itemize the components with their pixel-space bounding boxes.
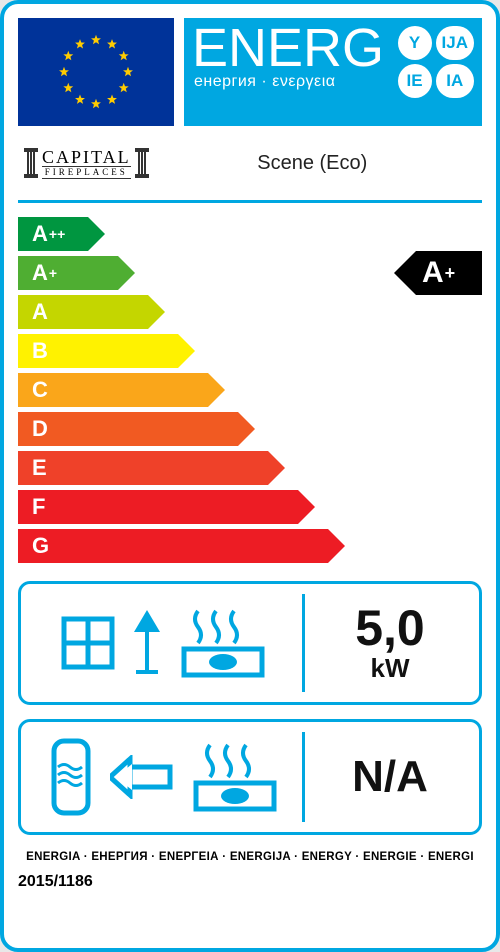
- class-label: F: [18, 490, 298, 524]
- eu-flag: [18, 18, 174, 126]
- lang-badge: IJA: [436, 26, 474, 60]
- class-label: C: [18, 373, 208, 407]
- direct-heat-unit: kW: [315, 653, 465, 684]
- class-arrow: A++: [18, 217, 105, 251]
- class-label: G: [18, 529, 328, 563]
- efficiency-scale: A++ A+ ABCDEFG A+: [18, 217, 482, 567]
- eu-stars-icon: [46, 22, 146, 122]
- brand-sub: FIREPLACES: [42, 166, 131, 179]
- class-arrow: B: [18, 334, 195, 368]
- rating-arrow: A+: [394, 251, 482, 295]
- class-label: B: [18, 334, 178, 368]
- energy-label: ENERG енергия · ενεργεια YIJAIEIA CAPITA…: [0, 0, 500, 952]
- energ-block: ENERG енергия · ενεργεια YIJAIEIA: [184, 18, 482, 126]
- direct-heat-value: 5,0: [315, 603, 465, 653]
- footer-words: ENERGIA · ЕНЕРГИЯ · ΕΝΕΡΓΕΙΑ · ENERGIJA …: [18, 851, 482, 863]
- regulation: 2015/1186: [18, 873, 482, 891]
- column-icon: [24, 148, 38, 178]
- brand-row: CAPITAL FIREPLACES Scene (Eco): [18, 126, 482, 196]
- stove-heat-icon: [190, 741, 280, 813]
- class-arrow: A: [18, 295, 165, 329]
- class-arrow: F: [18, 490, 315, 524]
- lamp-icon: [132, 608, 162, 678]
- class-arrow: D: [18, 412, 255, 446]
- lang-badges: YIJAIEIA: [398, 26, 474, 98]
- divider: [18, 200, 482, 203]
- lang-badge: Y: [398, 26, 432, 60]
- rating-label: A+: [416, 251, 482, 295]
- class-label: A+: [18, 256, 118, 290]
- class-arrow: A+: [18, 256, 135, 290]
- class-arrow: G: [18, 529, 345, 563]
- separator: [302, 594, 305, 692]
- stove-heat-icon: [178, 607, 268, 679]
- class-arrow: C: [18, 373, 225, 407]
- class-label: D: [18, 412, 238, 446]
- column-icon: [135, 148, 149, 178]
- class-label: E: [18, 451, 268, 485]
- arrow-left-icon: [110, 755, 174, 799]
- class-label: A: [18, 295, 148, 329]
- header: ENERG енергия · ενεργεια YIJAIEIA: [18, 18, 482, 126]
- indirect-heat-value: N/A: [315, 755, 465, 799]
- brand-logo: CAPITAL FIREPLACES: [24, 148, 149, 179]
- brand-name: CAPITAL: [42, 148, 131, 166]
- direct-heat-box: 5,0 kW: [18, 581, 482, 705]
- separator: [302, 732, 305, 822]
- class-label: A++: [18, 217, 88, 251]
- class-arrow: E: [18, 451, 285, 485]
- product-name: Scene (Eco): [149, 152, 476, 175]
- lang-badge: IE: [398, 64, 432, 98]
- water-tank-icon: [48, 737, 94, 817]
- lang-badge: IA: [436, 64, 474, 98]
- indirect-heat-box: N/A: [18, 719, 482, 835]
- window-icon: [60, 615, 116, 671]
